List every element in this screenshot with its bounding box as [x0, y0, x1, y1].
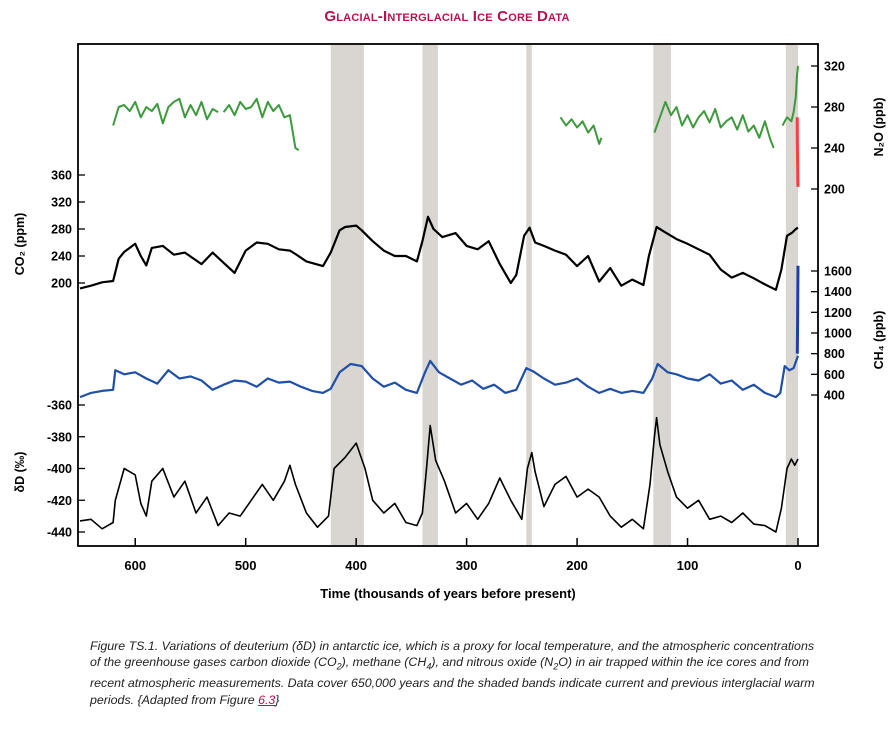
- x-tick-label: 500: [235, 558, 257, 573]
- figure-link[interactable]: 6.3: [258, 692, 276, 707]
- y-tick-label: 1200: [824, 306, 852, 320]
- caption-text: O) in air trapped within the ice cores a…: [90, 655, 815, 707]
- ch4-recent-line: [795, 265, 800, 354]
- n2o-line: [559, 116, 603, 145]
- interglacial-band: [526, 45, 532, 545]
- interglacial-band: [422, 45, 438, 545]
- x-tick-label: 0: [794, 558, 801, 573]
- y-tick-label: 1000: [824, 327, 852, 341]
- interglacial-band: [653, 45, 671, 545]
- deltad-axis-label: δD (‰): [13, 452, 27, 493]
- figure-caption: Figure TS.1. Variations of deuterium (δD…: [90, 638, 820, 708]
- x-tick-label: 300: [456, 558, 478, 573]
- deltad-line: [79, 416, 799, 533]
- y-tick-label: 200: [824, 183, 845, 197]
- interglacial-band: [330, 45, 364, 545]
- y-tick-label: -440: [47, 526, 72, 540]
- n2o-recent-line: [795, 117, 800, 187]
- y-tick-label: -360: [47, 399, 72, 413]
- caption-text: ), and nitrous oxide (N: [431, 655, 554, 670]
- x-tick-label: 600: [124, 558, 146, 573]
- y-tick-label: 1600: [824, 265, 852, 279]
- y-tick-label: 400: [824, 389, 845, 403]
- interglacial-band: [785, 45, 798, 545]
- x-tick-label: 100: [677, 558, 699, 573]
- y-tick-label: 280: [51, 223, 72, 237]
- ch4-line: [79, 355, 800, 399]
- x-axis-label: Time (thousands of years before present): [320, 586, 576, 601]
- y-tick-label: -420: [47, 494, 72, 508]
- page-title: Glacial-Interglacial Ice Core Data: [324, 8, 570, 25]
- y-tick-label: 280: [824, 101, 845, 115]
- n2o-line: [653, 100, 775, 149]
- ch4-axis-label: CH₄ (ppb): [872, 311, 886, 370]
- y-tick-label: 360: [51, 169, 72, 183]
- y-tick-label: 320: [824, 60, 845, 74]
- y-tick-label: 200: [51, 277, 72, 291]
- caption-sub: 4: [426, 661, 432, 672]
- y-tick-label: 320: [51, 196, 72, 210]
- x-tick-label: 200: [566, 558, 588, 573]
- n2o-line: [781, 65, 799, 126]
- y-tick-label: 240: [51, 250, 72, 264]
- co2-line: [79, 215, 799, 291]
- caption-text: }: [275, 692, 280, 707]
- y-tick-label: 1400: [824, 285, 852, 299]
- caption-text: Figure TS.1. Variations of deuterium (δD…: [90, 639, 815, 670]
- x-tick-label: 400: [345, 558, 367, 573]
- y-tick-label: 800: [824, 347, 845, 361]
- caption-sub: 2: [336, 661, 342, 672]
- n2o-line: [222, 97, 300, 151]
- plot-frame: [77, 43, 819, 547]
- n2o-line: [112, 97, 219, 126]
- y-tick-label: -380: [47, 430, 72, 444]
- caption-text: ), methane (CH: [341, 655, 427, 670]
- y-tick-label: -400: [47, 462, 72, 476]
- y-tick-label: 240: [824, 142, 845, 156]
- y-tick-label: 600: [824, 368, 845, 382]
- co2-axis-label: CO₂ (ppm): [13, 213, 27, 276]
- caption-sub: 2: [553, 661, 559, 672]
- n2o-axis-label: N₂O (ppb): [872, 97, 886, 156]
